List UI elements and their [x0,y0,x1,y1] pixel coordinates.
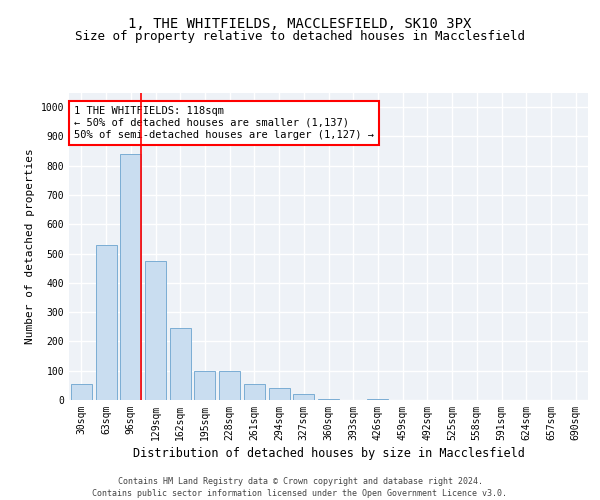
Bar [269,388,290,400]
X-axis label: Distribution of detached houses by size in Macclesfield: Distribution of detached houses by size … [133,447,524,460]
Bar [367,398,388,400]
Bar [120,154,141,400]
Y-axis label: Number of detached properties: Number of detached properties [25,148,35,344]
Bar [71,384,92,400]
Text: Size of property relative to detached houses in Macclesfield: Size of property relative to detached ho… [75,30,525,43]
Bar [219,372,240,400]
Bar [318,398,339,400]
Text: 1, THE WHITFIELDS, MACCLESFIELD, SK10 3PX: 1, THE WHITFIELDS, MACCLESFIELD, SK10 3P… [128,18,472,32]
Bar [194,372,215,400]
Text: 1 THE WHITFIELDS: 118sqm
← 50% of detached houses are smaller (1,137)
50% of sem: 1 THE WHITFIELDS: 118sqm ← 50% of detach… [74,106,374,140]
Text: Contains HM Land Registry data © Crown copyright and database right 2024.
Contai: Contains HM Land Registry data © Crown c… [92,476,508,498]
Bar [95,245,116,400]
Bar [244,384,265,400]
Bar [293,394,314,400]
Bar [170,328,191,400]
Bar [145,261,166,400]
